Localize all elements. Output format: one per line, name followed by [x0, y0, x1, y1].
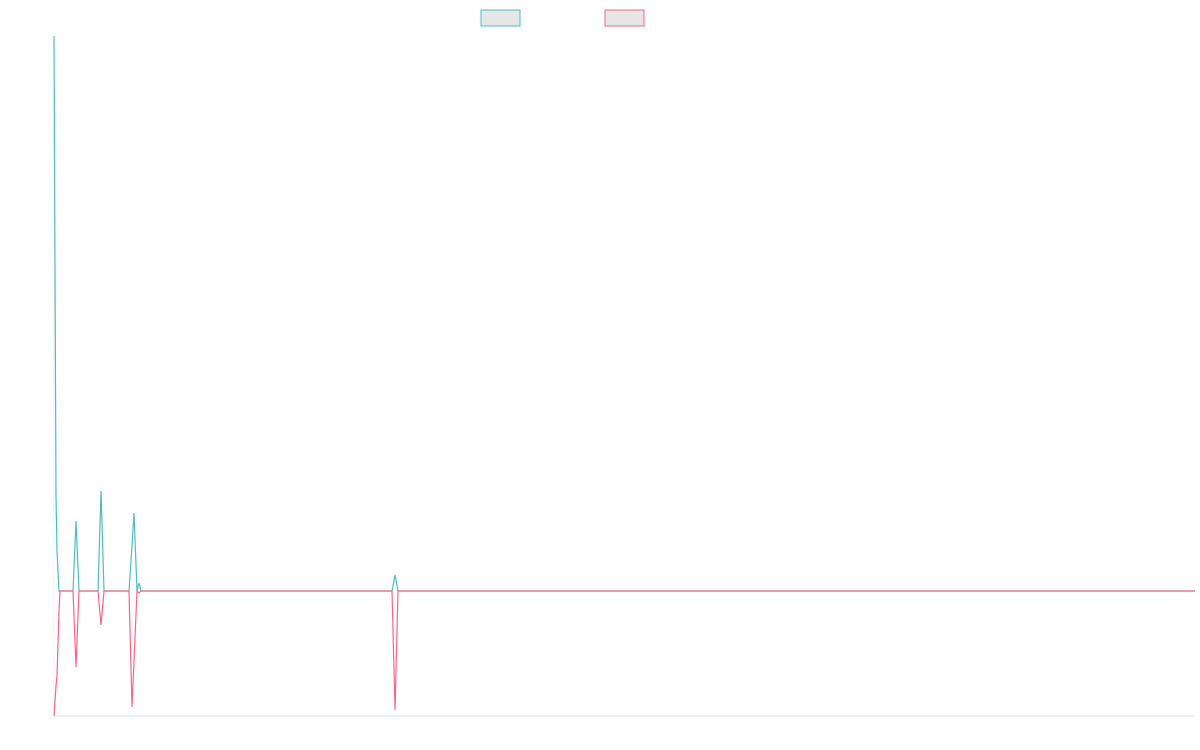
- data-line: [53, 589, 1195, 717]
- legend-swatch[interactable]: [480, 9, 521, 27]
- legend-swatch[interactable]: [604, 9, 645, 27]
- data-line: [53, 35, 1195, 592]
